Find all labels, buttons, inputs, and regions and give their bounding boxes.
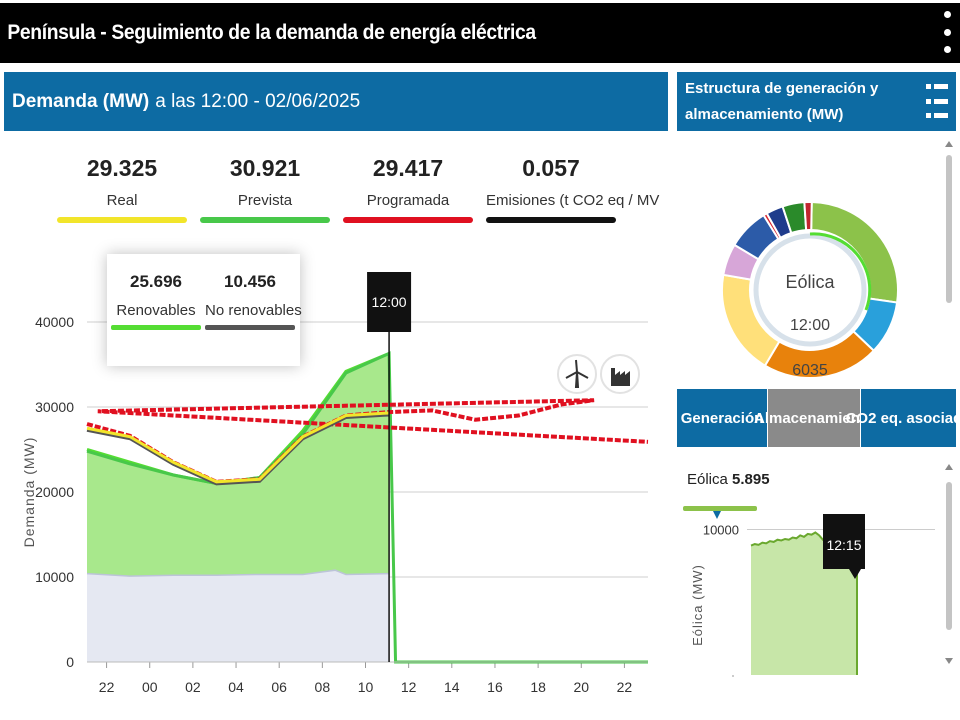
donut-slice[interactable] (721, 273, 781, 367)
x-tick-label: 02 (185, 679, 201, 695)
more-options-icon[interactable] (942, 11, 952, 53)
legend-value: 25.696 (130, 272, 182, 291)
eolica-cursor-label: 12:15 (826, 537, 861, 553)
demand-chart[interactable]: 0 10000 20000 30000 40000 Demanda (MW) 22 00 02 0… (0, 160, 668, 720)
x-tick-label: 14 (444, 679, 460, 695)
donut-center-time: 12:00 (790, 317, 830, 334)
kpi-label: Real (106, 192, 138, 209)
real-line (86, 411, 390, 484)
donut-slice[interactable] (803, 201, 813, 232)
real-shadow-line (86, 413, 390, 486)
kpi-value: 0.057 (522, 155, 580, 181)
demand-panel-header: Demanda (MW) a las 12:00 - 02/06/2025 (4, 72, 668, 131)
y-tick-label: 10000 (35, 569, 74, 585)
eolica-color-bar (683, 506, 757, 511)
x-tick-label: 20 (573, 679, 589, 695)
y-tick-label: 40000 (35, 314, 74, 330)
y-tick-label: 20000 (35, 484, 74, 500)
kpi-value: 29.417 (372, 155, 444, 181)
y-axis-label: Eólica (MW) (690, 564, 705, 646)
structure-title: Estructura de generación y almacenamient… (685, 80, 879, 123)
time-cursor-label: 12:00 (372, 294, 407, 310)
scroll-thumb[interactable] (946, 155, 952, 303)
x-tick-label: 08 (315, 679, 331, 695)
y-tick-label: 0 (66, 654, 74, 670)
legend-color-bar (205, 325, 295, 330)
eolica-scrollbar[interactable] (942, 458, 956, 670)
scroll-up-icon[interactable] (945, 141, 953, 147)
kpi-value: 30.921 (229, 155, 301, 181)
page-title: Península - Seguimiento de la demanda de… (7, 21, 536, 44)
no-renovables-line (86, 569, 390, 577)
renewables-legend: 25.696 Renovables 10.456 No renovables (107, 254, 302, 366)
tab-label: Almacenamiento (753, 409, 875, 427)
eolica-cursor-pointer-icon (849, 569, 861, 579)
kpi-prevista[interactable]: 30.921 Prevista (200, 150, 330, 223)
legend-color-bar (111, 325, 201, 330)
tab-co2-asociado[interactable]: CO2 eq. asociado (846, 389, 960, 447)
x-tick-label: 22 (99, 679, 115, 695)
x-tick-label: 10 (358, 679, 374, 695)
kpi-programada[interactable]: 29.417 Programada (343, 150, 473, 223)
kpi-real[interactable]: 29.325 Real (57, 150, 187, 223)
donut-center-value: 6035 (792, 362, 828, 379)
donut-highlight-arc (809, 232, 872, 311)
scroll-thumb[interactable] (946, 482, 952, 630)
kpi-color-bar (486, 217, 616, 223)
structure-panel-header: Estructura de generación y almacenamient… (677, 72, 956, 131)
legend-label: No renovables (205, 302, 302, 319)
no-renovables-area (87, 570, 390, 662)
x-tick-label: 16 (487, 679, 503, 695)
donut-center-label: Eólica (785, 272, 835, 292)
x-tick-label: 04 (228, 679, 244, 695)
x-tick-label: 22 (617, 679, 633, 695)
kpi-value: 29.325 (86, 155, 158, 181)
tab-almacenamiento[interactable]: Almacenamiento (754, 389, 874, 447)
kpi-color-bar (200, 217, 330, 223)
donut-inner-ring (753, 233, 867, 347)
scroll-down-icon[interactable] (945, 658, 953, 664)
kpi-label: Prevista (237, 192, 293, 209)
demand-title: Demanda (MW) (12, 90, 150, 112)
x-tick-label: 06 (271, 679, 287, 695)
tab-label: Generación (680, 409, 764, 427)
list-menu-icon[interactable] (926, 84, 948, 118)
time-cursor-label-box (367, 272, 412, 332)
eolica-label: Eólica 5.895 (687, 471, 770, 488)
x-tick-label: 00 (142, 679, 158, 695)
kpi-color-bar (57, 217, 187, 223)
eolica-cursor-box (823, 514, 865, 569)
structure-scrollbar[interactable] (942, 135, 956, 385)
x-tick-label: 18 (530, 679, 546, 695)
legend-value: 10.456 (224, 272, 276, 291)
y-axis-label: Demanda (MW) (21, 437, 37, 548)
eolica-chart[interactable]: Eólica 5.895 10000 Eólica (MW) 12:15 (677, 455, 942, 690)
tab-label: CO2 eq. asociado (845, 409, 960, 427)
demand-timestamp: a las 12:00 - 02/06/2025 (155, 90, 361, 112)
wind-turbine-icon[interactable] (557, 354, 597, 394)
legend-no-renovables[interactable]: 10.456 No renovables (205, 272, 302, 330)
scroll-up-icon[interactable] (945, 464, 953, 470)
y-tick-label: 10000 (703, 523, 739, 538)
legend-renovables[interactable]: 25.696 Renovables (111, 272, 201, 330)
tab-generacion[interactable]: Generación (677, 389, 767, 447)
y-tick-label: 30000 (35, 399, 74, 415)
kpi-label: Programada (366, 192, 450, 209)
kpi-color-bar (343, 217, 473, 223)
top-bar: Península - Seguimiento de la demanda de… (0, 3, 960, 63)
x-tick-label: 12 (401, 679, 417, 695)
legend-label: Renovables (116, 302, 196, 319)
eolica-pointer-icon (713, 511, 721, 519)
factory-icon[interactable] (600, 354, 640, 394)
generation-donut-chart[interactable]: Eólica 12:00 6035 (690, 140, 945, 390)
